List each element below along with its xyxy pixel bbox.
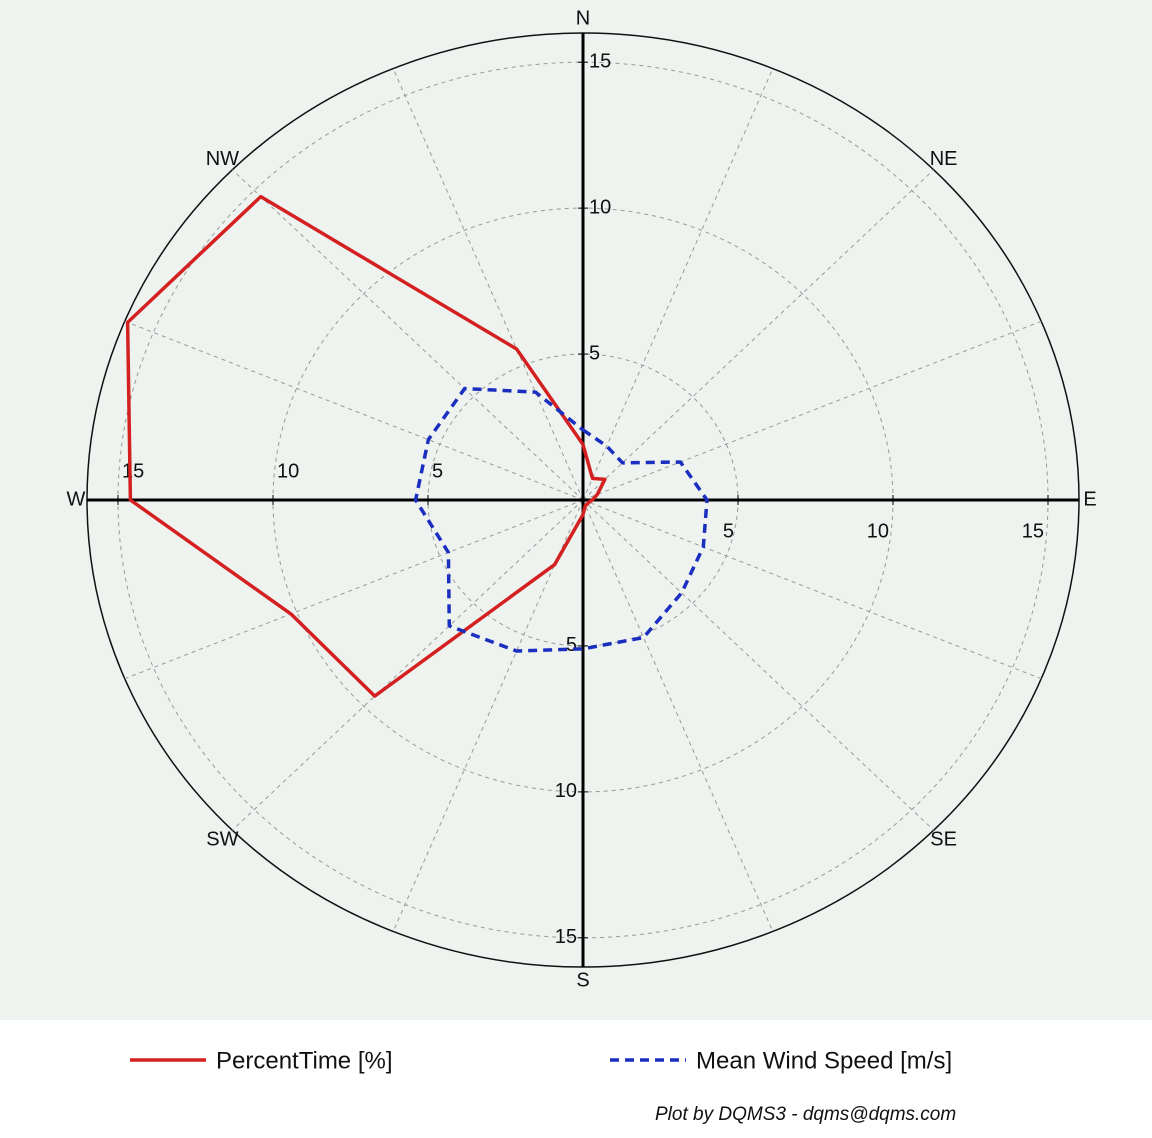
direction-label: E xyxy=(1083,488,1096,510)
direction-label: NW xyxy=(206,148,239,170)
direction-label: SE xyxy=(930,828,957,850)
r-tick-label: 5 xyxy=(589,342,600,364)
r-tick-label: 10 xyxy=(555,780,577,802)
legend-label: Mean Wind Speed [m/s] xyxy=(696,1047,952,1074)
grid-spoke xyxy=(582,320,1042,501)
direction-label: S xyxy=(576,969,589,991)
direction-label: NE xyxy=(930,148,958,170)
r-tick-label: 15 xyxy=(589,50,611,72)
series-line xyxy=(413,386,709,653)
r-tick-label: 15 xyxy=(1022,520,1044,542)
grid-spoke xyxy=(582,499,774,932)
grid-spoke xyxy=(582,169,935,501)
r-tick-label: 10 xyxy=(277,460,299,482)
r-tick-label: 5 xyxy=(432,460,443,482)
r-tick-label: 15 xyxy=(122,460,144,482)
series-line xyxy=(125,194,607,698)
grid-spoke xyxy=(124,499,584,680)
grid-spoke xyxy=(582,68,774,501)
direction-label: N xyxy=(576,7,590,29)
grid-spoke xyxy=(582,499,935,831)
footer: Plot by DQMS3 - dqms@dqms.com xyxy=(655,1104,956,1125)
legend-label: PercentTime [%] xyxy=(216,1047,393,1074)
r-tick-label: 15 xyxy=(555,926,577,948)
grid-spoke xyxy=(231,499,584,831)
grid-spoke xyxy=(582,499,1042,680)
direction-label: SW xyxy=(206,828,238,850)
r-tick-label: 5 xyxy=(723,520,734,542)
r-tick-label: 5 xyxy=(566,634,577,656)
grid-spoke xyxy=(124,320,584,501)
grid-spoke xyxy=(392,499,584,932)
grid-spoke xyxy=(231,169,584,501)
plot-background xyxy=(0,0,1152,1020)
r-tick-label: 10 xyxy=(867,520,889,542)
r-tick-label: 10 xyxy=(589,196,611,218)
grid-spoke xyxy=(392,68,584,501)
direction-label: W xyxy=(67,488,86,510)
